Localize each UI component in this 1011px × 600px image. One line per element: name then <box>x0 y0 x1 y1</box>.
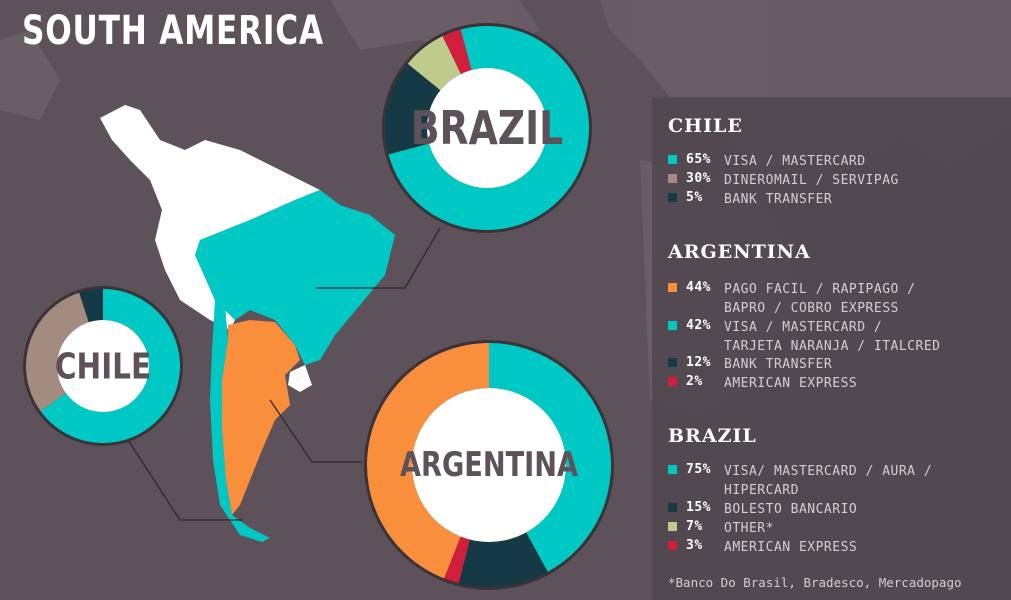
donut-center <box>57 320 149 412</box>
donut-label: CHILE <box>55 345 151 388</box>
donut-label: BRAZIL <box>411 101 563 155</box>
connector-argentina <box>269 399 362 463</box>
donut-slice <box>388 26 589 231</box>
legend-argentina-title: ARGENTINA <box>668 241 811 263</box>
south-america-map <box>100 105 395 542</box>
donut-slice <box>385 63 441 155</box>
connector-brazil <box>316 227 441 289</box>
footnote: *Banco Do Brasil, Bradesco, Mercadopago <box>668 575 962 590</box>
donut-center <box>427 68 547 188</box>
legend-swatch <box>668 193 677 202</box>
map-brazil <box>195 190 395 365</box>
legend-brazil-title: BRAZIL <box>668 425 757 447</box>
legend-panel: CHILE 65% VISA / MASTERCARD 30% DINEROMA… <box>652 97 1011 600</box>
donut-slice <box>442 29 472 74</box>
legend-chile-title: CHILE <box>668 115 743 137</box>
map-argentina <box>222 320 300 515</box>
donut-argentina: ARGENTINA <box>364 340 614 590</box>
legend-swatch <box>668 155 677 164</box>
donut-slice <box>79 289 103 323</box>
donut-slice <box>40 289 181 443</box>
legend-swatch <box>668 522 677 531</box>
page-title: SOUTH AMERICA <box>22 8 324 54</box>
map-chile <box>210 300 270 542</box>
legend-swatch <box>668 503 677 512</box>
donut-slice <box>489 343 611 572</box>
donut-label: ARGENTINA <box>400 445 578 485</box>
legend-swatch <box>668 465 677 474</box>
donut-slice <box>444 536 470 584</box>
donut-charts: BRAZIL CHILE ARGENTINA <box>23 23 614 590</box>
donut-slice <box>458 532 548 587</box>
connector-lines <box>127 227 441 521</box>
donut-slice <box>26 292 89 412</box>
legend-swatch <box>668 541 677 550</box>
donut-chile: CHILE <box>23 286 183 446</box>
map-north-countries <box>100 105 320 330</box>
donut-slice <box>407 36 461 91</box>
legend-swatch <box>668 321 677 330</box>
donut-center <box>412 388 566 542</box>
map-uruguay <box>288 365 312 392</box>
legend-swatch <box>668 283 677 292</box>
legend-swatch <box>668 174 677 183</box>
connector-chile <box>127 439 243 521</box>
donut-slice <box>367 342 489 579</box>
donut-brazil: BRAZIL <box>382 23 592 233</box>
legend-swatch <box>668 358 677 367</box>
legend-swatch <box>668 377 677 386</box>
